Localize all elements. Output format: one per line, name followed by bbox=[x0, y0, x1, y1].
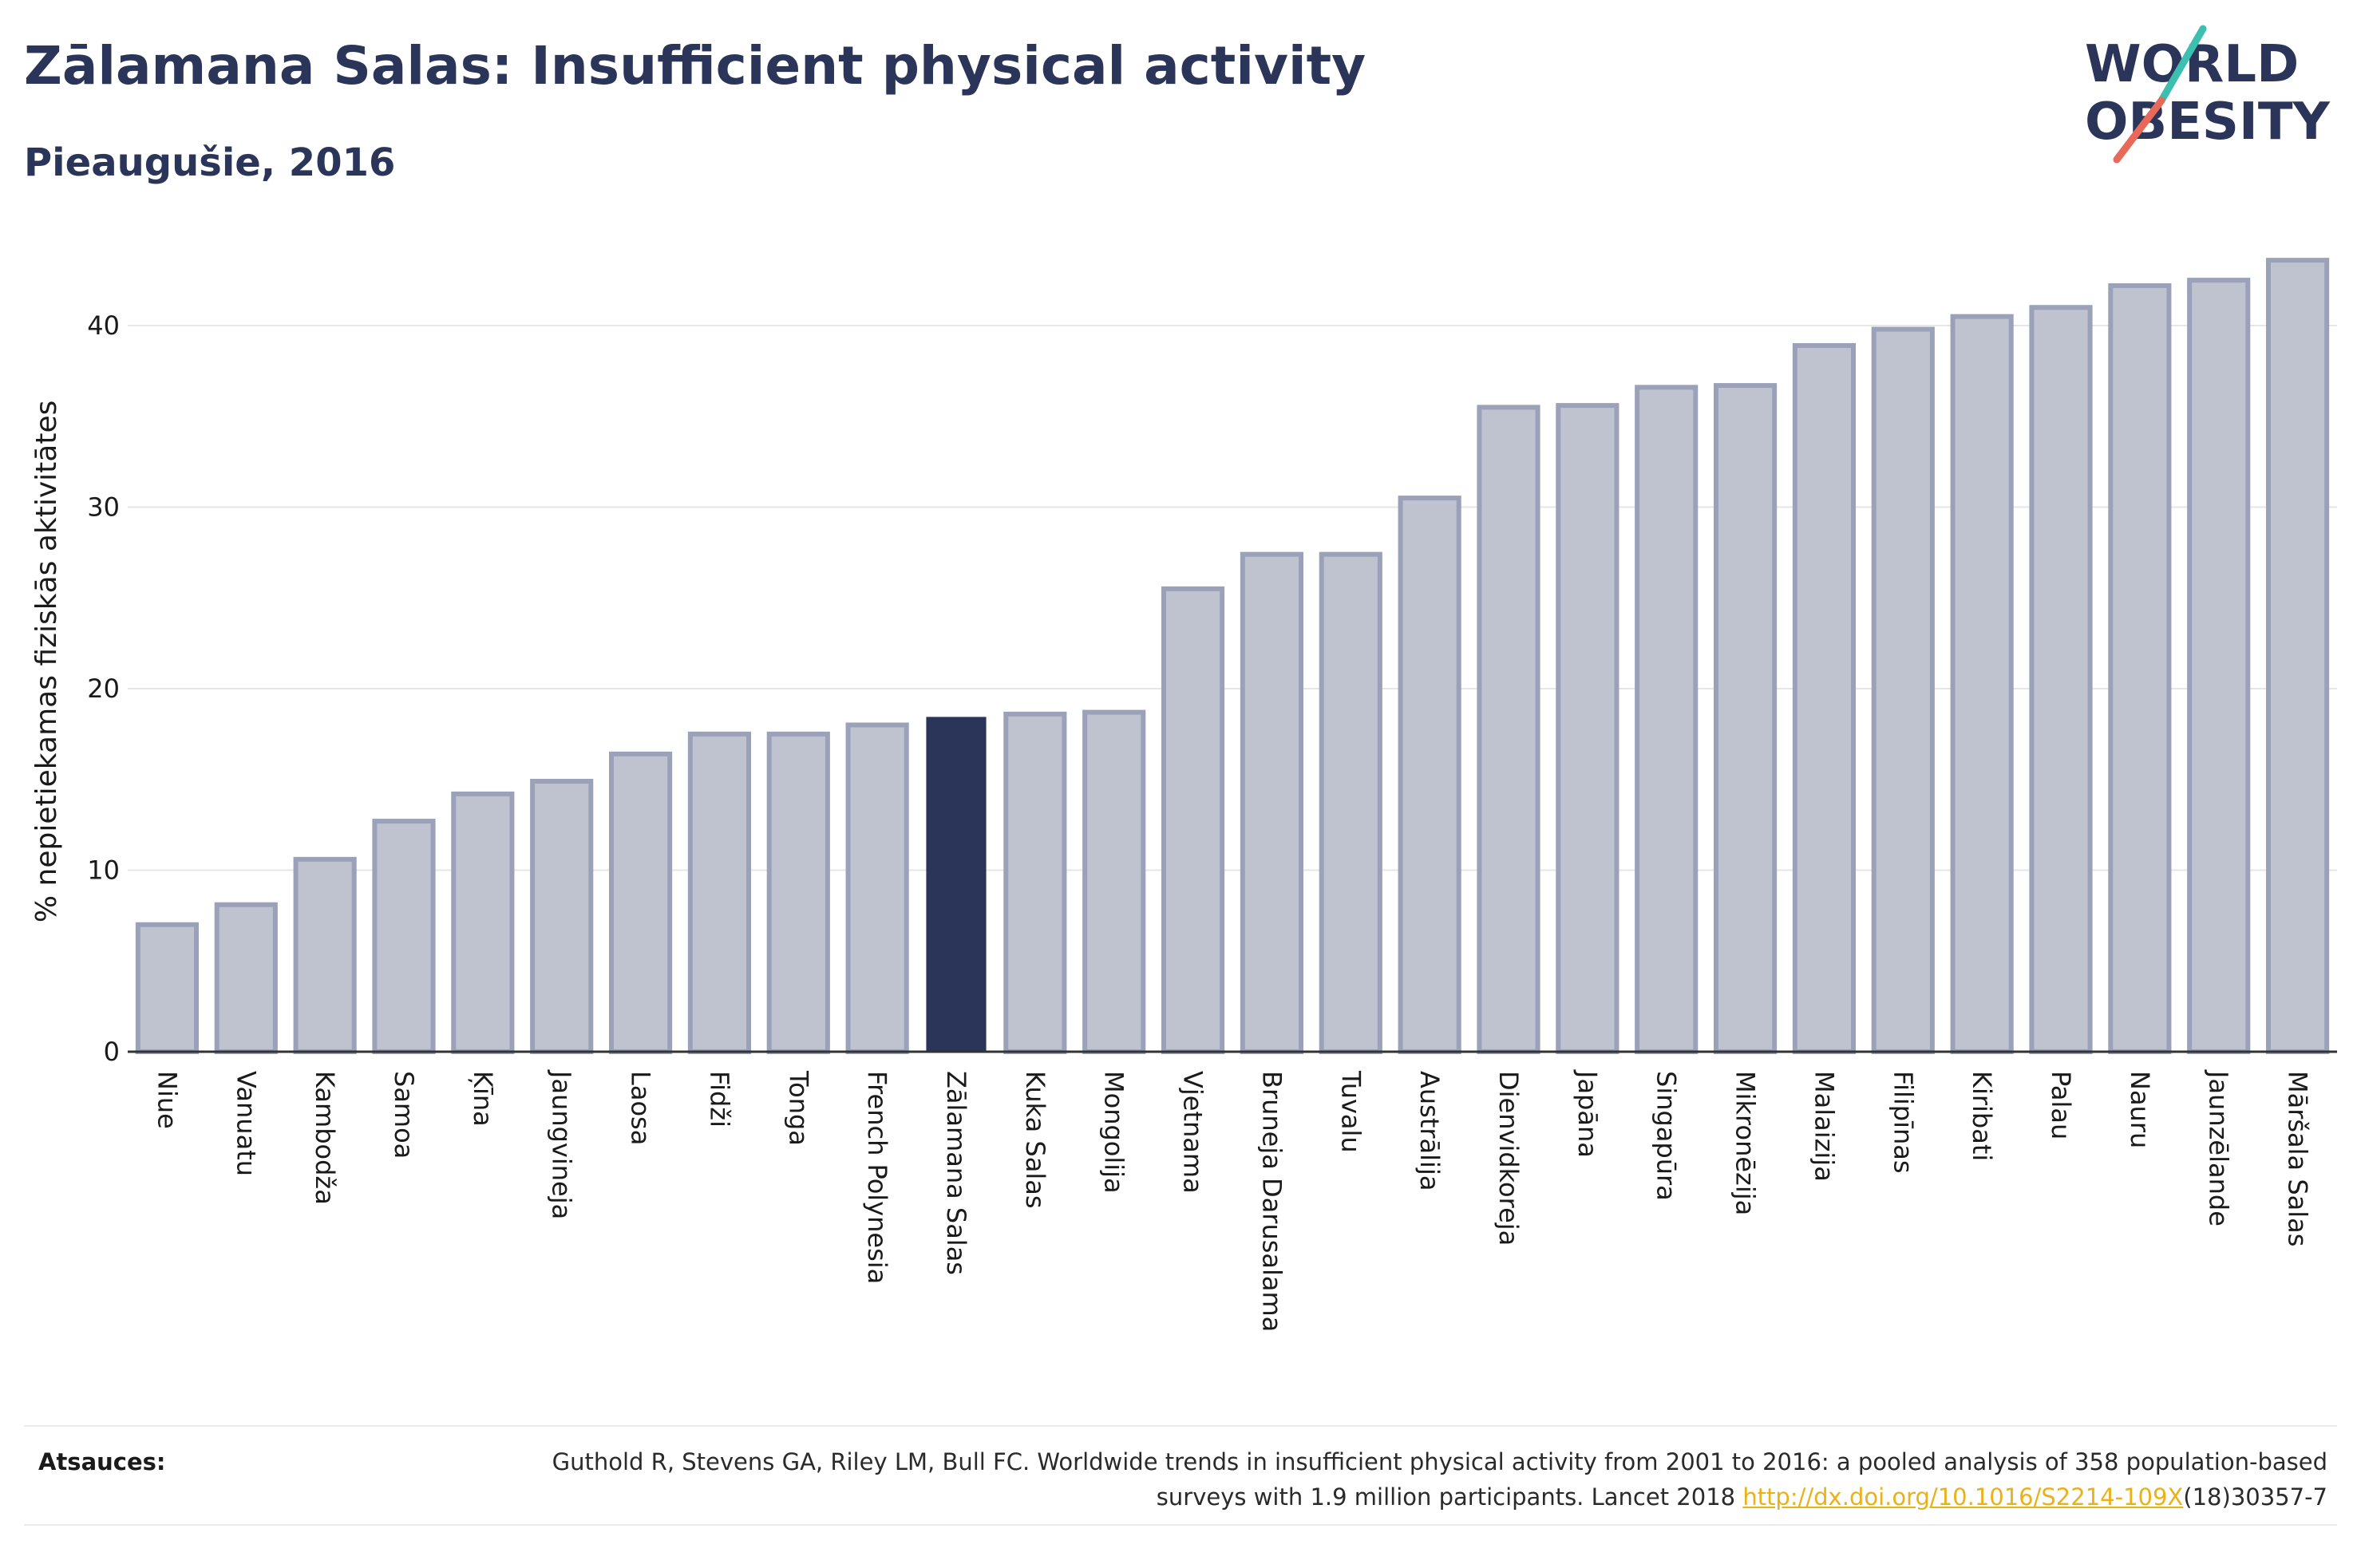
bar bbox=[2029, 305, 2093, 1054]
bar bbox=[845, 722, 909, 1054]
x-tick-label: Kambodža bbox=[310, 1071, 340, 1205]
bar bbox=[1635, 385, 1699, 1055]
logo-text-obesity: OBESITY bbox=[2085, 93, 2330, 152]
y-axis-title: % nepietiekamas fiziskās aktivitātes bbox=[30, 401, 63, 922]
bar bbox=[2265, 258, 2330, 1055]
x-tick-label: Singapūra bbox=[1651, 1071, 1682, 1201]
sources-citation: Guthold R, Stevens GA, Riley LM, Bull FC… bbox=[492, 1444, 2327, 1515]
bar bbox=[608, 751, 673, 1055]
x-tick-label: Jaunzēlande bbox=[2204, 1069, 2234, 1226]
chart-title: Zālamana Salas: Insufficient physical ac… bbox=[24, 35, 1366, 97]
bar bbox=[1871, 326, 1935, 1054]
x-tick-label: Zālamana Salas bbox=[941, 1071, 971, 1275]
bar bbox=[530, 779, 594, 1055]
y-tick-label: 20 bbox=[87, 673, 120, 704]
bar bbox=[451, 791, 515, 1054]
logo-slash-teal bbox=[2157, 25, 2207, 105]
bar bbox=[1556, 403, 1619, 1055]
x-tick-label: Kuka Salas bbox=[1020, 1071, 1050, 1209]
bar bbox=[766, 731, 830, 1054]
citation-text: Guthold R, Stevens GA, Riley LM, Bull FC… bbox=[552, 1448, 2327, 1511]
x-tick-label: Vjetnama bbox=[1178, 1071, 1208, 1194]
x-tick-label: Dienvidkoreja bbox=[1493, 1071, 1524, 1246]
sources-label: Atsauces: bbox=[38, 1448, 166, 1475]
x-tick-label: Niue bbox=[152, 1071, 182, 1129]
x-tick-label: Tuvalu bbox=[1335, 1070, 1366, 1153]
bar bbox=[1950, 314, 2014, 1054]
footer-divider-top bbox=[24, 1425, 2337, 1427]
bar bbox=[2187, 278, 2251, 1054]
bar-chart: 0 10 20 30 40 Niue Vanuatu Kambodža Samoa Ķīna Ja… bbox=[30, 258, 2337, 1332]
y-tick-labels: 0 10 20 30 40 bbox=[87, 310, 120, 1067]
bar bbox=[1477, 405, 1540, 1054]
y-tick-label: 30 bbox=[87, 492, 120, 523]
bar bbox=[1398, 496, 1461, 1054]
bar bbox=[293, 856, 357, 1054]
bar bbox=[135, 922, 200, 1054]
x-tick-label: Jaungvineja bbox=[547, 1069, 577, 1219]
world-obesity-logo: WORLD OBESITY bbox=[2085, 25, 2330, 164]
x-tick-label: French Polynesia bbox=[862, 1071, 892, 1284]
x-tick-label: Bruneja Darusalama bbox=[1256, 1071, 1287, 1332]
x-tick-label: Japāna bbox=[1572, 1069, 1603, 1158]
x-tick-label: Fidži bbox=[704, 1071, 734, 1128]
bar bbox=[214, 902, 278, 1054]
y-tick-label: 40 bbox=[87, 310, 120, 341]
citation-suffix: (18)30357-7 bbox=[2183, 1483, 2327, 1511]
bar bbox=[1792, 343, 1857, 1054]
x-tick-label: Mikronēzija bbox=[1730, 1071, 1761, 1215]
x-tick-label: Ķīna bbox=[468, 1071, 498, 1127]
bar bbox=[1713, 383, 1778, 1054]
x-tick-label: Palau bbox=[2046, 1071, 2076, 1139]
bar bbox=[2108, 282, 2172, 1054]
logo-slash-coral bbox=[2113, 97, 2165, 164]
doi-link[interactable]: http://dx.doi.org/10.1016/S2214-109X bbox=[1742, 1483, 2184, 1511]
bars bbox=[135, 258, 2330, 1055]
bar bbox=[1240, 551, 1304, 1054]
x-tick-label: Māršala Salas bbox=[2283, 1071, 2313, 1246]
x-tick-label: Austrālija bbox=[1414, 1071, 1445, 1191]
bar bbox=[1319, 551, 1382, 1054]
bar bbox=[1082, 709, 1146, 1054]
x-tick-label: Malaizija bbox=[1809, 1071, 1839, 1182]
bar-highlighted bbox=[926, 717, 987, 1053]
x-tick-label: Filipīnas bbox=[1888, 1071, 1918, 1174]
bar bbox=[1161, 586, 1225, 1054]
x-tick-labels: Niue Vanuatu Kambodža Samoa Ķīna Jaungvineja L… bbox=[152, 1069, 2312, 1332]
x-tick-label: Samoa bbox=[389, 1071, 419, 1159]
bar bbox=[687, 731, 752, 1054]
bar bbox=[372, 819, 436, 1054]
y-tick-label: 0 bbox=[104, 1037, 120, 1067]
x-tick-label: Kiribati bbox=[1967, 1071, 1997, 1161]
footer-divider-bottom bbox=[24, 1524, 2337, 1526]
x-tick-label: Laosa bbox=[626, 1071, 656, 1145]
x-tick-label: Tonga bbox=[783, 1070, 813, 1146]
x-tick-label: Vanuatu bbox=[231, 1071, 261, 1176]
bar bbox=[1003, 711, 1067, 1054]
y-tick-label: 10 bbox=[87, 855, 120, 886]
chart-subtitle: Pieaugušie, 2016 bbox=[24, 140, 396, 185]
x-tick-label: Nauru bbox=[2125, 1071, 2155, 1148]
x-tick-label: Mongolija bbox=[1099, 1071, 1129, 1194]
